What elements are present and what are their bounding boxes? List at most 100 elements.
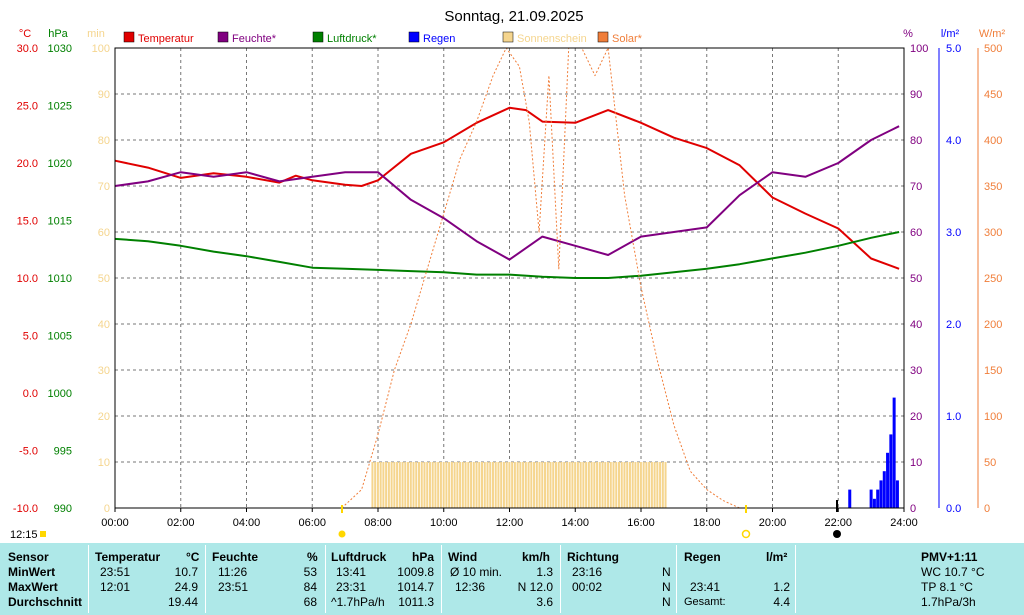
stats-header-pressure: Luftdruck — [331, 550, 387, 564]
temp-min-time: 23:51 — [100, 565, 131, 579]
sunshine-bar — [445, 462, 448, 508]
tick-label-humidity: 10 — [910, 457, 922, 469]
sunshine-bar — [648, 462, 651, 508]
stats-header-humidity: Feuchte — [212, 550, 259, 564]
sunshine-bar — [524, 462, 527, 508]
sunshine-bar — [423, 462, 426, 508]
stats-header-pmv: PMV+1:11 — [921, 550, 978, 564]
sunshine-bar — [461, 462, 464, 508]
sunshine-bar — [590, 462, 593, 508]
sunshine-bar — [560, 462, 563, 508]
sunshine-bar — [639, 462, 642, 508]
sunshine-bar — [574, 462, 577, 508]
legend-swatch — [597, 31, 609, 43]
sunshine-bar — [456, 462, 459, 508]
sunshine-bar — [470, 462, 473, 508]
tick-label-humidity: 90 — [910, 89, 922, 101]
sunshine-bar — [565, 462, 568, 508]
humidity-min-time: 11:26 — [218, 565, 248, 579]
sunshine-bar — [530, 462, 533, 508]
tick-label-temp: 5.0 — [23, 331, 38, 343]
sunshine-bar — [585, 462, 588, 508]
sunshine-bar — [601, 462, 604, 508]
tick-label-solar: 500 — [984, 43, 1002, 55]
sunshine-bar — [631, 462, 634, 508]
tick-label-humidity: 50 — [910, 273, 922, 285]
temp-min-value: 10.7 — [174, 565, 198, 579]
sunshine-bar — [382, 462, 385, 508]
tick-label-temp: 30.0 — [17, 43, 38, 55]
legend-swatch — [217, 31, 229, 43]
sunshine-bar — [623, 462, 626, 508]
series-lines — [114, 47, 900, 509]
sunshine-bar — [571, 462, 574, 508]
pmv-dewpoint: TP 8.1 °C — [921, 580, 973, 594]
tick-label-sun: 30 — [98, 365, 110, 377]
sunshine-bar — [404, 462, 407, 508]
sunshine-bar — [398, 462, 401, 508]
stats-unit-humidity: % — [307, 550, 318, 564]
rain-max-value: 1.2 — [773, 580, 790, 594]
tick-label-pressure: 995 — [54, 446, 72, 458]
sunshine-bar — [612, 462, 615, 508]
tick-label-temp: -5.0 — [19, 446, 38, 458]
x-tick-label: 16:00 — [627, 517, 655, 529]
sunshine-bar — [664, 462, 667, 508]
sunshine-bar — [642, 462, 645, 508]
row-label-min: MinWert — [8, 565, 56, 579]
rain-total-value: 4.4 — [773, 595, 790, 609]
sunshine-bar — [497, 462, 500, 508]
rain-bar — [876, 489, 880, 508]
tick-label-pressure: 1020 — [48, 158, 72, 170]
sunshine-bar — [396, 462, 399, 508]
axis-unit-humidity: % — [903, 28, 913, 40]
pressure-trend: ^1.7hPa/h — [331, 595, 385, 609]
tick-label-temp: 10.0 — [17, 273, 38, 285]
stats-header-wind: Wind — [448, 550, 478, 564]
tick-label-humidity: 70 — [910, 181, 922, 193]
wind-mean-value: 3.6 — [536, 595, 553, 609]
x-tick-label: 06:00 — [298, 517, 326, 529]
tick-label-sun: 90 — [98, 89, 110, 101]
tick-label-rain: 1.0 — [946, 411, 961, 423]
stats-unit-wind: km/h — [522, 550, 551, 564]
tick-label-sun: 70 — [98, 181, 110, 193]
sunshine-bar — [371, 462, 374, 508]
sunshine-bar — [596, 462, 599, 508]
tick-label-pressure: 1025 — [48, 101, 72, 113]
sunshine-bar — [508, 462, 511, 508]
tick-label-humidity: 20 — [910, 411, 922, 423]
sunshine-bar — [459, 462, 462, 508]
axis-unit-solar: W/m² — [979, 28, 1006, 40]
sunshine-bar — [582, 462, 585, 508]
axis-unit-temp: °C — [19, 28, 31, 40]
sunshine-bar — [379, 462, 382, 508]
tick-label-solar: 50 — [984, 457, 996, 469]
sunshine-bar — [604, 462, 607, 508]
sunshine-bar — [626, 462, 629, 508]
sunshine-bar — [409, 462, 412, 508]
sunshine-bar — [650, 462, 653, 508]
rain-bar — [886, 452, 890, 508]
rain-bar — [895, 480, 899, 508]
sunshine-bar — [653, 462, 656, 508]
sunshine-bar — [535, 462, 538, 508]
rain-bars — [848, 397, 899, 508]
tick-label-sun: 100 — [92, 43, 110, 55]
tick-label-sun: 0 — [104, 503, 110, 515]
sunshine-bar — [431, 462, 434, 508]
sunshine-bar — [374, 462, 377, 508]
sunshine-bar — [617, 462, 620, 508]
separator — [795, 545, 796, 613]
humidity-max-time: 23:51 — [218, 580, 249, 594]
sunset-icon — [741, 529, 751, 539]
sunshine-bar — [516, 462, 519, 508]
tick-label-humidity: 60 — [910, 227, 922, 239]
sunshine-bar — [554, 462, 557, 508]
sunshine-bar — [609, 462, 612, 508]
axis-unit-sun: min — [87, 28, 105, 40]
legend-label: Feuchte* — [232, 33, 277, 45]
tick-label-sun: 60 — [98, 227, 110, 239]
tick-label-solar: 250 — [984, 273, 1002, 285]
direction-time-1: 23:16 — [572, 565, 603, 579]
